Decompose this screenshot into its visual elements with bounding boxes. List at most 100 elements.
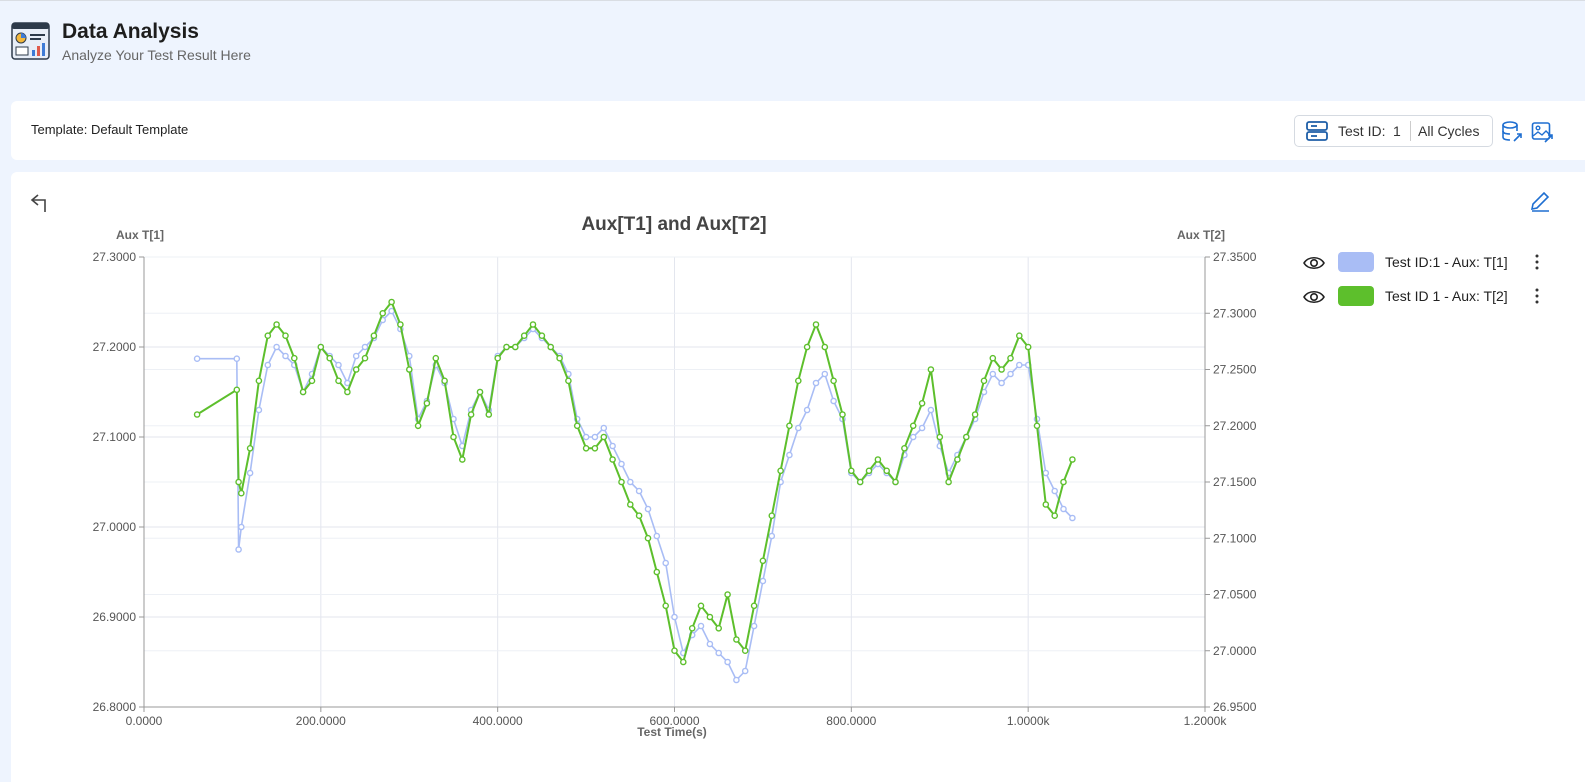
series-1-point — [361, 343, 369, 351]
x-tick-label: 800.0000 — [826, 714, 876, 728]
series-2-point — [414, 422, 422, 430]
edit-pencil-icon[interactable] — [1529, 190, 1551, 212]
series-2-point — [1024, 343, 1032, 351]
back-arrow-icon[interactable] — [29, 190, 53, 214]
series-1-point — [795, 424, 802, 432]
series-2-point — [821, 343, 829, 351]
test-id-label: Test ID: — [1338, 123, 1386, 139]
y2-tick-label: 27.1500 — [1213, 475, 1257, 489]
series-1-point — [600, 424, 608, 432]
series-2-point — [450, 433, 457, 441]
series-2-point — [706, 613, 714, 621]
series-2-point — [237, 489, 245, 497]
y-tick-label: 27.1000 — [93, 430, 137, 444]
series-1-point — [627, 478, 634, 486]
more-options-icon[interactable] — [1533, 252, 1541, 272]
y2-tick-label: 27.2000 — [1213, 419, 1257, 433]
series-2-point — [308, 377, 316, 385]
x-axis-label: Test Time(s) — [637, 725, 707, 739]
series-2-point — [795, 377, 802, 385]
series-1-point — [1069, 514, 1076, 522]
series-1-point — [635, 487, 643, 495]
series-2-point — [680, 658, 687, 666]
series-2-point — [1007, 354, 1014, 362]
series-2-point — [662, 602, 670, 610]
series-2-point — [476, 388, 484, 396]
series-2-point — [352, 366, 360, 373]
series-2-point — [874, 456, 882, 463]
series-1-point — [235, 546, 242, 553]
series-2-point — [299, 388, 307, 396]
series-2-point — [565, 377, 572, 385]
series-layer — [193, 298, 1076, 684]
series-2-point — [715, 624, 723, 632]
page-subtitle: Analyze Your Test Result Here — [62, 47, 251, 63]
series-2-point — [317, 343, 325, 351]
series-2-point — [467, 411, 475, 418]
y2-axis-label: Aux T[2] — [1177, 228, 1225, 242]
series-1-point — [273, 343, 280, 351]
series-1-point — [697, 622, 705, 630]
more-options-icon[interactable] — [1533, 286, 1541, 306]
series-2-point — [335, 377, 342, 385]
series-2-point — [591, 444, 599, 452]
y-axis-label: Aux T[1] — [116, 228, 164, 242]
series-2-point — [697, 602, 705, 610]
y2-tick-label: 26.9500 — [1213, 700, 1257, 714]
series-2-point — [812, 321, 820, 328]
image-export-icon[interactable] — [1531, 121, 1553, 143]
series-2-point — [255, 377, 263, 385]
test-selector[interactable]: Test ID: 1 All Cycles — [1294, 115, 1493, 147]
legend-item[interactable]: Test ID:1 - Aux: T[1] — [1303, 248, 1573, 282]
series-1-point — [1042, 469, 1050, 477]
series-2-point — [600, 433, 608, 441]
series-1-point — [803, 406, 811, 414]
series-2-point — [971, 411, 979, 418]
series-2-point — [856, 478, 864, 486]
series-2-point — [485, 411, 493, 418]
series-2-point — [503, 343, 510, 351]
legend-item[interactable]: Test ID 1 - Aux: T[2] — [1303, 282, 1573, 316]
eye-icon[interactable] — [1303, 288, 1325, 306]
series-1-point — [233, 355, 241, 362]
eye-icon[interactable] — [1303, 254, 1325, 272]
series-2-point — [1016, 332, 1023, 339]
series-1-point — [653, 532, 661, 540]
series-2-point — [1069, 456, 1076, 463]
series-2-point — [803, 343, 811, 351]
series-2-point — [653, 568, 661, 576]
legend-swatch — [1338, 286, 1374, 306]
series-line-1 — [197, 309, 1073, 682]
series-1-point — [609, 442, 616, 450]
page-title: Data Analysis — [62, 20, 199, 43]
series-2-point — [529, 321, 537, 328]
series-1-point — [768, 532, 776, 540]
database-export-icon[interactable] — [1501, 121, 1523, 143]
series-2-point — [273, 321, 280, 328]
series-2-point — [848, 467, 855, 475]
server-icon — [1306, 121, 1328, 141]
series-1-point — [264, 361, 272, 369]
y2-tick-label: 27.3000 — [1213, 306, 1257, 320]
y2-tick-label: 27.0000 — [1213, 644, 1257, 658]
y2-tick-label: 27.3500 — [1213, 250, 1257, 264]
series-1-point — [927, 406, 935, 414]
series-2-point — [556, 354, 563, 362]
series-1-point — [255, 406, 263, 414]
y2-tick-label: 27.1000 — [1213, 531, 1257, 545]
series-2-point — [1060, 478, 1067, 486]
series-2-point — [547, 343, 555, 351]
chart-card: Aux[T1] and Aux[T2] Aux T[1] Aux T[2] Te… — [11, 172, 1585, 782]
chart-title: Aux[T1] and Aux[T2] — [581, 214, 766, 235]
series-2-point — [511, 343, 519, 351]
series-2-point — [839, 411, 846, 418]
series-1-point — [237, 523, 245, 531]
top-border — [0, 0, 1585, 1]
y-tick-label: 27.2000 — [93, 340, 137, 354]
cycles-selector[interactable]: All Cycles — [1418, 123, 1480, 139]
divider — [1410, 121, 1411, 141]
series-2-point — [644, 534, 652, 542]
series-2-point — [397, 321, 404, 328]
y2-tick-label: 27.2500 — [1213, 363, 1257, 377]
y-tick-label: 26.9000 — [93, 610, 137, 624]
